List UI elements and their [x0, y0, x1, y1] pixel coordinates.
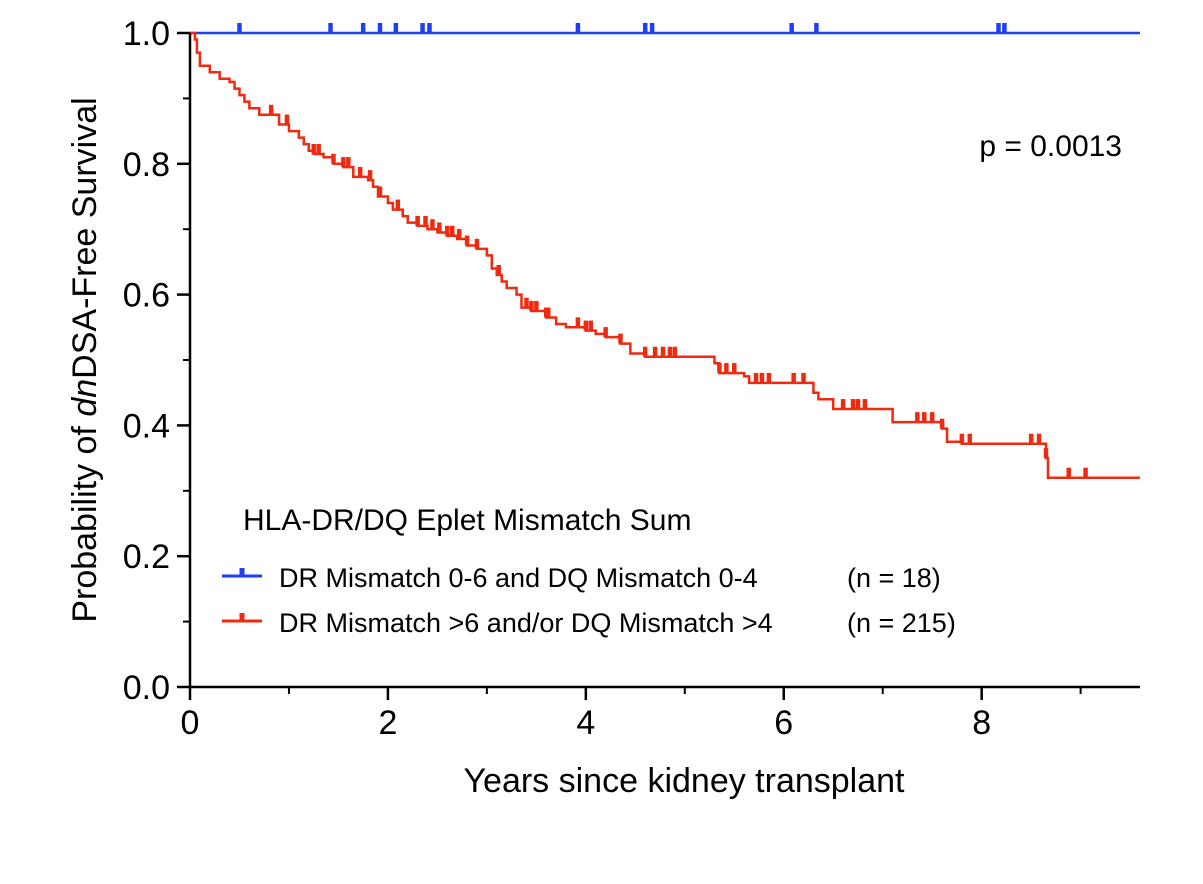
legend-label: DR Mismatch 0-6 and DQ Mismatch 0-4 — [279, 563, 758, 593]
series-1 — [190, 23, 1140, 35]
legend-title: HLA-DR/DQ Eplet Mismatch Sum — [243, 504, 691, 537]
y-tick-label: 0.2 — [123, 538, 170, 576]
y-axis-label-suffix: DSA-Free Survival — [66, 97, 104, 379]
x-tick-label: 8 — [972, 704, 991, 742]
y-tick-label: 0.0 — [123, 669, 170, 707]
y-tick-label: 0.8 — [123, 146, 170, 184]
x-tick-label: 4 — [576, 704, 595, 742]
legend-item-series-1: DR Mismatch 0-6 and DQ Mismatch 0-4 (n =… — [222, 563, 941, 593]
legend-item-series-2: DR Mismatch >6 and/or DQ Mismatch >4 (n … — [222, 608, 956, 638]
plot-series — [190, 23, 1140, 479]
legend-count: (n = 215) — [847, 608, 956, 638]
y-axis-label-prefix: Probability of — [66, 417, 104, 623]
y-axis-label: Probability of dnDSA-Free Survival — [66, 97, 104, 622]
axis-ticks: 0.0 0.2 0.4 0.6 0.8 1.0 0 2 4 6 8 — [123, 15, 1082, 742]
x-tick-label: 0 — [181, 704, 200, 742]
survival-curve — [190, 31, 1140, 479]
legend-count: (n = 18) — [847, 563, 941, 593]
x-tick-label: 2 — [378, 704, 397, 742]
y-tick-label: 0.6 — [123, 277, 170, 315]
x-tick-label: 6 — [774, 704, 793, 742]
y-axis-label-italic: dn — [66, 379, 104, 417]
x-axis-label: Years since kidney transplant — [463, 762, 905, 800]
legend-label: DR Mismatch >6 and/or DQ Mismatch >4 — [279, 608, 773, 638]
y-tick-label: 1.0 — [123, 15, 170, 53]
legend: HLA-DR/DQ Eplet Mismatch Sum DR Mismatch… — [222, 504, 956, 638]
y-tick-label: 0.4 — [123, 407, 170, 445]
series-2 — [190, 31, 1140, 479]
axes — [188, 33, 1140, 689]
p-value-annotation: p = 0.0013 — [979, 130, 1122, 163]
